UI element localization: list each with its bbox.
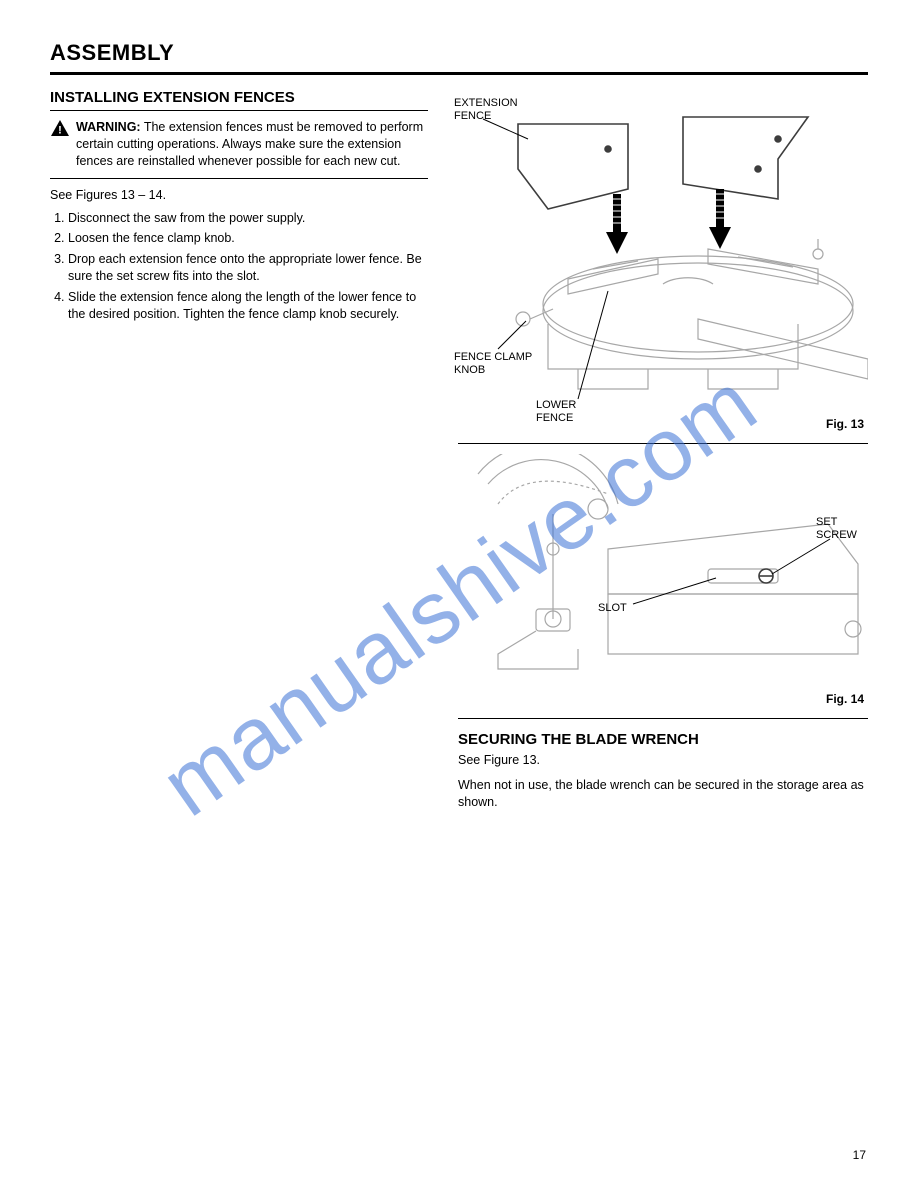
figure-13-label: Fig. 13 bbox=[826, 417, 864, 431]
step-item: Drop each extension fence onto the appro… bbox=[68, 251, 428, 285]
fig14-bottom-rule bbox=[458, 718, 868, 719]
right-heading-2: SECURING THE BLADE WRENCH bbox=[458, 731, 868, 748]
step-item: Slide the extension fence along the leng… bbox=[68, 289, 428, 323]
title-rule bbox=[50, 72, 868, 75]
two-column-layout: INSTALLING EXTENSION FENCES ! WARNING: T… bbox=[50, 89, 868, 811]
page-number: 17 bbox=[853, 1148, 866, 1162]
left-heading: INSTALLING EXTENSION FENCES bbox=[50, 89, 428, 106]
page-root: ASSEMBLY INSTALLING EXTENSION FENCES ! W… bbox=[0, 0, 918, 1188]
warning-rule bbox=[50, 178, 428, 179]
figure-14-wrap: SLOT SET SCREW Fig. 14 bbox=[458, 454, 868, 704]
heading-rule bbox=[50, 110, 428, 111]
left-column: INSTALLING EXTENSION FENCES ! WARNING: T… bbox=[50, 89, 428, 811]
page-title: ASSEMBLY bbox=[50, 40, 868, 66]
callout-slot: SLOT bbox=[598, 602, 627, 615]
callout-extension-fence: EXTENSION FENCE bbox=[454, 97, 518, 122]
svg-text:!: ! bbox=[58, 125, 62, 137]
callout-fence-knob: FENCE CLAMP KNOB bbox=[454, 351, 532, 376]
right-paragraph: When not in use, the blade wrench can be… bbox=[458, 777, 868, 811]
step-item: Disconnect the saw from the power supply… bbox=[68, 210, 428, 227]
figure-13-wrap: EXTENSION FENCE FENCE CLAMP KNOB LOWER F… bbox=[458, 89, 868, 429]
figure-reference-left: See Figures 13 – 14. bbox=[50, 187, 428, 204]
figure-14-svg bbox=[458, 454, 868, 684]
callout-set-screw: SET SCREW bbox=[816, 516, 868, 541]
warning-icon: ! bbox=[50, 119, 70, 137]
figure-14-label: Fig. 14 bbox=[826, 692, 864, 706]
fig13-bottom-rule bbox=[458, 443, 868, 444]
warning-text: WARNING: The extension fences must be re… bbox=[76, 119, 428, 170]
right-column: EXTENSION FENCE FENCE CLAMP KNOB LOWER F… bbox=[458, 89, 868, 811]
callout-lower-fence: LOWER FENCE bbox=[536, 399, 576, 424]
figure-reference-right: See Figure 13. bbox=[458, 752, 868, 769]
warning-block: ! WARNING: The extension fences must be … bbox=[50, 119, 428, 170]
steps-list: Disconnect the saw from the power supply… bbox=[50, 210, 428, 323]
warning-label: WARNING: bbox=[76, 120, 141, 134]
step-item: Loosen the fence clamp knob. bbox=[68, 230, 428, 247]
